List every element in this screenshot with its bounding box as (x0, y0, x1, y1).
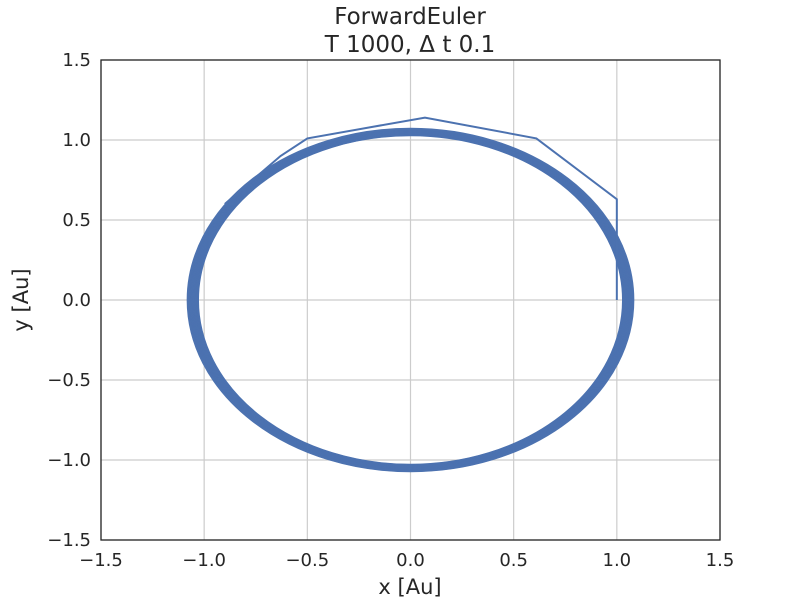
y-tick-label: 0.0 (62, 290, 91, 311)
x-tick-label: 1.0 (603, 550, 632, 571)
y-axis-label: y [Au] (9, 268, 33, 331)
x-tick-label: −0.5 (285, 550, 329, 571)
x-tick-label: 0.0 (396, 550, 425, 571)
trajectory-initial-line (224, 116, 618, 300)
tick-labels: −1.5 −1.0 −0.5 0.0 0.5 1.0 1.5 −1.5 −1.0 −0.5 0.0 0… (47, 50, 734, 571)
x-axis-label: x [Au] (378, 575, 441, 599)
chart-subtitle: T 1000, Δ t 0.1 (324, 32, 495, 58)
y-tick-label: 1.0 (62, 130, 91, 151)
y-tick-label: −1.0 (47, 450, 91, 471)
plot-area (186, 116, 635, 473)
chart-title: ForwardEuler (334, 4, 486, 30)
orbit-ring (186, 127, 635, 473)
x-tick-label: 0.5 (499, 550, 528, 571)
y-tick-label: −0.5 (47, 370, 91, 391)
y-tick-label: 1.5 (62, 50, 91, 71)
plot-frame (100, 59, 721, 541)
x-tick-label: 1.5 (706, 550, 735, 571)
x-tick-label: −1.5 (79, 550, 123, 571)
y-tick-label: 0.5 (62, 210, 91, 231)
x-tick-label: −1.0 (182, 550, 226, 571)
y-tick-label: −1.5 (47, 530, 91, 551)
